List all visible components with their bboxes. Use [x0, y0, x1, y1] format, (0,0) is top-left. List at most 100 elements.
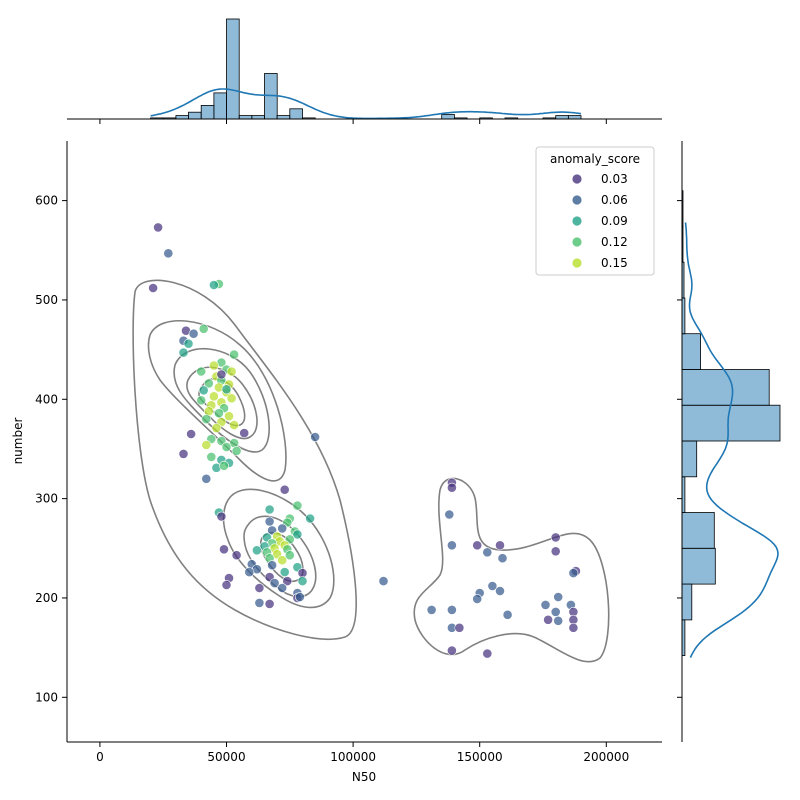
- kde-contour-left-upper-3: [173, 347, 270, 453]
- scatter-point: [196, 366, 207, 377]
- scatter-point: [188, 328, 199, 339]
- scatter-point: [540, 600, 551, 610]
- scatter-point: [279, 567, 290, 577]
- legend-entries: 0.03 0.06 0.09 0.12 0.15: [572, 172, 628, 270]
- scatter-point: [553, 615, 564, 626]
- x-marginal-bar: [441, 114, 455, 120]
- scatter-point: [264, 504, 275, 515]
- scatter-point: [221, 442, 232, 452]
- scatter-point: [208, 280, 219, 290]
- x-axis: 0 50000 100000 150000 200000 N50: [67, 741, 662, 784]
- x-marginal-bar: [289, 108, 303, 120]
- y-tick-label: 200: [35, 591, 58, 605]
- scatter-point: [183, 338, 194, 349]
- scatter-point: [454, 622, 465, 633]
- scatter-point: [201, 440, 212, 450]
- x-marginal-bar: [200, 105, 215, 120]
- legend-label: 0.06: [601, 193, 628, 207]
- scatter-point: [446, 482, 457, 493]
- scatter-point: [502, 609, 513, 620]
- scatter-point: [294, 592, 305, 602]
- scatter-point: [444, 509, 455, 520]
- scatter-point: [196, 395, 207, 406]
- legend-marker: [572, 195, 582, 205]
- legend-label: 0.12: [601, 235, 628, 249]
- scatter-point: [219, 460, 229, 471]
- scatter-point: [216, 369, 227, 380]
- scatter-point: [201, 473, 212, 484]
- scatter-point: [482, 648, 493, 659]
- scatter-point: [206, 451, 217, 462]
- x-marginal-bar: [238, 115, 253, 120]
- scatter-point: [201, 414, 212, 424]
- scatter-point: [284, 550, 295, 561]
- scatter-point: [297, 576, 308, 586]
- scatter-point: [186, 429, 196, 439]
- legend-frame: [535, 146, 655, 276]
- y-tick-label: 300: [35, 492, 58, 506]
- scatter-point: [550, 607, 561, 617]
- x-tick-label: 50000: [207, 750, 245, 764]
- y-tick-label: 400: [35, 392, 58, 406]
- scatter-point: [251, 545, 262, 556]
- scatter-point: [292, 500, 303, 511]
- scatter-point: [487, 581, 498, 591]
- legend-label: 0.15: [601, 256, 628, 270]
- scatter-point: [178, 347, 189, 358]
- scatter-point: [446, 605, 457, 615]
- x-tick-label: 0: [96, 750, 104, 764]
- y-marginal-bar: [681, 512, 715, 549]
- scatter-point: [543, 614, 553, 625]
- scatter-point: [213, 408, 224, 419]
- y-marginal-bar: [681, 547, 716, 585]
- scatter-point: [231, 550, 242, 561]
- scatter-point: [224, 411, 234, 422]
- legend-marker: [572, 216, 582, 226]
- scatter-point: [264, 599, 275, 609]
- x-marginal-ticks: [99, 119, 607, 124]
- scatter-point: [497, 553, 508, 564]
- scatter-point: [226, 366, 237, 377]
- kde-contour-outer-left: [132, 279, 357, 640]
- scatter-point: [550, 546, 561, 557]
- legend-marker: [572, 258, 582, 268]
- scatter-point: [553, 592, 564, 602]
- scatter-point: [229, 349, 239, 360]
- scatter-point: [277, 555, 288, 566]
- scatter-point: [229, 420, 239, 430]
- scatter-point: [472, 594, 483, 604]
- kde-contour-left-lower-2: [222, 488, 335, 609]
- x-tick-label: 200000: [583, 750, 629, 764]
- scatter-point: [282, 576, 293, 586]
- y-marginal-histogram: [677, 141, 781, 742]
- scatter-point: [244, 567, 255, 577]
- x-marginal-kde-line: [150, 88, 582, 120]
- scatter-point: [269, 578, 280, 588]
- y-marginal-bar: [681, 583, 693, 621]
- legend-marker: [572, 237, 582, 247]
- y-marginal-bar: [681, 440, 698, 478]
- y-axis-label: number: [11, 418, 25, 465]
- main-scatter-plot: 0 50000 100000 150000 200000 N50 100 200 300 40…: [11, 141, 662, 784]
- scatter-point: [426, 605, 437, 615]
- kde-contour-left-upper-2: [147, 320, 287, 482]
- x-marginal-bar: [251, 115, 265, 120]
- x-marginal-bars: [150, 18, 582, 120]
- scatter-point: [239, 428, 250, 438]
- scatter-point: [292, 529, 303, 540]
- scatter-point: [221, 580, 232, 590]
- scatter-point: [216, 511, 227, 522]
- x-marginal-bar: [175, 115, 189, 120]
- scatter-point: [163, 248, 174, 259]
- scatter-point: [277, 523, 288, 534]
- scatter-point: [254, 598, 265, 608]
- scatter-point: [148, 283, 158, 293]
- scatter-point: [226, 393, 237, 404]
- y-marginal-bar: [681, 333, 702, 370]
- y-marginal-kde-line: [684, 222, 779, 658]
- legend-marker: [572, 174, 582, 184]
- scatter-point: [254, 583, 265, 593]
- scatter-point: [568, 568, 579, 578]
- y-tick-label: 500: [35, 293, 58, 307]
